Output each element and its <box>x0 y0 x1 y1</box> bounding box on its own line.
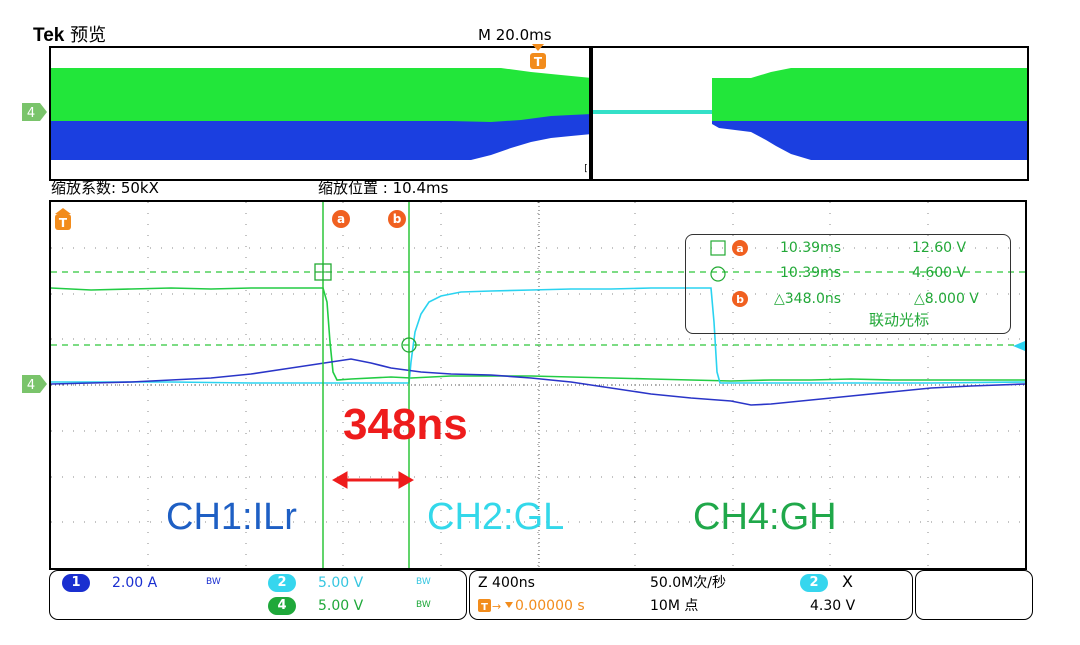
cursor-readout-box[interactable]: a b 10.39ms 12.60 V 10.39ms 4.600 V △348… <box>685 234 1011 334</box>
ch2-badge[interactable]: 2 <box>268 574 296 592</box>
brand-header: Tek 预览 <box>33 24 106 48</box>
aux-status-box[interactable] <box>915 570 1033 620</box>
ch2-annotation: CH2:GL <box>427 496 565 538</box>
svg-text:a: a <box>736 242 743 255</box>
svg-text:→: → <box>492 600 501 613</box>
brand-logo: Tek <box>33 25 65 46</box>
channel-status-box[interactable]: 1 2.00 A BW 2 5.00 V BW 4 5.00 V BW <box>49 570 467 620</box>
ch4-badge[interactable]: 4 <box>268 597 296 615</box>
readout-delta-value: △8.000 V <box>914 291 979 307</box>
zoom-timebase[interactable]: Z 400ns <box>478 575 535 591</box>
trigger-level[interactable]: 4.30 V <box>810 598 856 614</box>
ch1-trace <box>51 358 1025 406</box>
ch2-bw-indicator: BW <box>416 577 431 587</box>
main-graticule[interactable]: T a b a b 10.39ms 12.60 V <box>49 200 1027 570</box>
overview-ch1-envelope-right <box>712 121 1027 160</box>
ch1-bw-indicator: BW <box>206 577 221 587</box>
delay-arrow <box>331 471 415 489</box>
circle-cursor-icon <box>710 266 726 282</box>
svg-text:b: b <box>393 212 402 226</box>
ch4-scale[interactable]: 5.00 V <box>318 598 364 614</box>
ch1-badge[interactable]: 1 <box>62 574 90 592</box>
delay-annotation: 348ns <box>343 400 468 449</box>
ch2-scale[interactable]: 5.00 V <box>318 575 364 591</box>
svg-text:b: b <box>736 293 744 306</box>
trigger-slope-icon[interactable]: X <box>842 572 853 591</box>
readout-b-value: 4.600 V <box>912 265 967 281</box>
readout-delta-time: △348.0ns <box>774 291 842 307</box>
trigger-level-marker[interactable] <box>1013 341 1025 351</box>
cursor-b-icon <box>732 291 748 307</box>
cursor-a-badge[interactable]: a <box>332 210 350 228</box>
mode-label: 预览 <box>70 25 107 46</box>
overview-ch1-envelope-left <box>51 114 592 160</box>
readout-b-time: 10.39ms <box>780 265 842 281</box>
overview-ch4-envelope-left <box>51 68 592 124</box>
svg-text:T: T <box>534 55 543 69</box>
readout-a-time: 10.39ms <box>780 240 842 256</box>
record-length[interactable]: 10M 点 <box>650 598 699 614</box>
overview-ch4-envelope-right <box>712 68 1027 121</box>
overview-trigger-marker[interactable]: T <box>529 44 549 74</box>
trigger-position[interactable]: 0.00000 s <box>515 598 585 614</box>
svg-text:T: T <box>481 602 488 613</box>
zoom-factor: 缩放系数: 50kX <box>51 179 159 197</box>
overview-ch2-line <box>592 110 712 114</box>
overview-ch4-marker[interactable]: 4 <box>22 103 48 121</box>
main-ch4-marker[interactable]: 4 <box>22 375 48 393</box>
linked-cursor-label: 联动光标 <box>869 311 930 329</box>
overview-divider <box>589 48 593 179</box>
cursor-b-circle-marker <box>401 337 417 353</box>
ch4-annotation: CH4:GH <box>693 496 837 538</box>
trigger-position-icon: T → <box>478 599 513 613</box>
trigger-source-badge[interactable]: 2 <box>800 574 828 592</box>
ch1-scale[interactable]: 2.00 A <box>112 575 158 591</box>
square-cursor-icon <box>710 240 726 256</box>
cursor-b-badge[interactable]: b <box>388 210 406 228</box>
svg-text:4: 4 <box>27 378 35 393</box>
zoom-window-bracket: [] <box>583 164 594 174</box>
timebase-status-box[interactable]: Z 400ns T → 0.00000 s 50.0M次/秒 10M 点 2 X… <box>469 570 913 620</box>
cursor-a-icon <box>732 240 748 256</box>
readout-a-value: 12.60 V <box>912 240 967 256</box>
zoom-position: 缩放位置 : 10.4ms <box>318 179 449 197</box>
trigger-marker[interactable]: T <box>55 208 71 230</box>
ch4-trace <box>51 287 1025 382</box>
svg-text:a: a <box>337 212 345 226</box>
svg-text:4: 4 <box>27 106 35 121</box>
sample-rate[interactable]: 50.0M次/秒 <box>650 575 726 591</box>
ch1-annotation: CH1:ILr <box>166 496 297 538</box>
timebase-readout: M 20.0ms <box>478 26 552 44</box>
svg-text:T: T <box>59 216 68 230</box>
ch4-bw-indicator: BW <box>416 600 431 610</box>
ch2-trace <box>51 287 1025 384</box>
